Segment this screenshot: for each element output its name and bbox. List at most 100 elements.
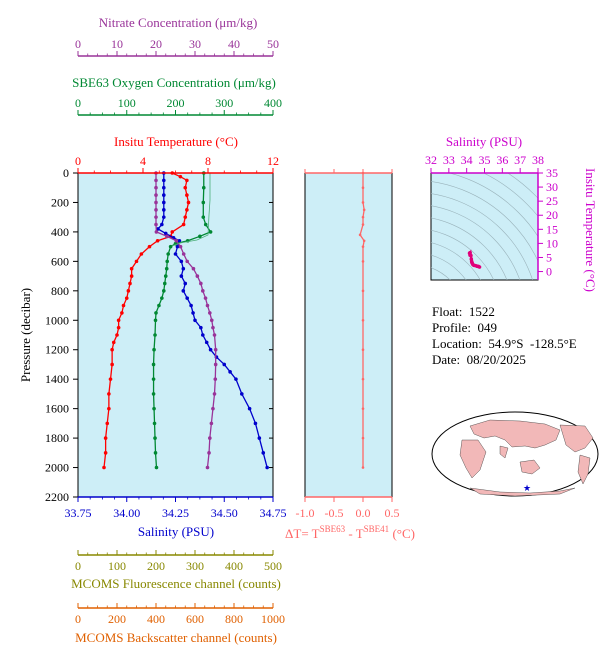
nitrate-point — [205, 303, 210, 308]
pressure-tick-label: 2000 — [45, 461, 69, 475]
land-australia — [519, 459, 541, 475]
delta-t-tick-label: -1.0 — [296, 506, 315, 520]
ts-salinity-tick-label: 33 — [443, 153, 455, 167]
ts-salinity-tick-label: 37 — [514, 153, 526, 167]
salinity-point — [222, 362, 227, 367]
nitrate-point — [195, 274, 200, 278]
date-label: Date: 08/20/2025 — [432, 352, 526, 367]
oxygen-point — [153, 318, 158, 323]
nitrate-point — [201, 289, 205, 293]
fluorescence-tick-label: 100 — [108, 559, 126, 573]
oxygen-secondary-line — [171, 173, 211, 247]
oxygen-point — [201, 215, 206, 219]
delta-t-tick-label: 0.0 — [356, 506, 371, 520]
salinity-point — [160, 222, 164, 227]
delta-t-plot-area — [304, 172, 393, 498]
temperature-point — [105, 421, 110, 426]
salinity-point — [240, 392, 244, 396]
ts-plot-area — [430, 172, 539, 281]
pressure-tick-label: 1800 — [45, 431, 69, 445]
delta-t-point — [361, 348, 365, 352]
oxygen-point — [152, 406, 156, 411]
salinity-point — [163, 231, 168, 236]
delta-t-point — [361, 318, 365, 322]
profile-label: Profile: 049 — [432, 320, 497, 335]
temperature-point — [107, 406, 111, 411]
oxygen-point — [153, 436, 157, 440]
temperature-point — [103, 451, 108, 455]
nitrate-point — [208, 436, 212, 440]
pressure-tick-label: 400 — [51, 225, 69, 239]
temperature-point — [129, 266, 134, 271]
temperature-point — [120, 311, 124, 315]
backscatter-tick-label: 400 — [147, 612, 165, 626]
temperature-point — [170, 230, 175, 234]
oxygen-tick-label: 300 — [215, 96, 233, 110]
nitrate-point — [203, 296, 208, 300]
salinity-point — [183, 281, 188, 286]
temperature-tick-label: 8 — [205, 154, 211, 168]
nitrate-point — [209, 318, 214, 323]
temperature-point — [129, 274, 134, 278]
temperature-point — [178, 174, 183, 179]
delta-t-panel: -1.0 -0.5 0.0 0.5 ΔT= TSBE63 - TSBE41 (°C) — [285, 169, 415, 541]
temperature-point — [155, 238, 160, 243]
salinity-point — [181, 266, 186, 271]
nitrate-point — [154, 208, 158, 212]
delta-t-point — [361, 260, 365, 263]
float-location-star: ★ — [523, 483, 531, 493]
nitrate-point — [213, 377, 218, 381]
salinity-point — [162, 200, 166, 205]
fluorescence-tick-label: 200 — [147, 559, 165, 573]
nitrate-point — [154, 178, 158, 183]
salinity-point — [162, 178, 166, 183]
delta-t-point — [358, 233, 362, 237]
oxygen-point — [164, 266, 169, 271]
temperature-point — [134, 259, 139, 264]
oxygen-axis-label: SBE63 Oxygen Concentration (μm/kg) — [72, 75, 276, 90]
nitrate-axis-label: Nitrate Concentration (μm/kg) — [99, 15, 258, 30]
salinity-point — [173, 252, 178, 256]
salinity-axis: 33.75 34.00 34.25 34.50 34.75 — [65, 496, 287, 520]
nitrate-tick-label: 10 — [111, 37, 123, 51]
backscatter-axis: 0 200 400 600 800 1000 — [75, 603, 285, 626]
salinity-point — [156, 227, 160, 231]
oxygen-point — [160, 296, 164, 300]
delta-t-point — [361, 377, 365, 381]
temperature-point — [111, 340, 116, 345]
delta-t-axis: -1.0 -0.5 0.0 0.5 — [296, 169, 400, 520]
nitrate-point — [205, 465, 210, 470]
oxygen-tick-label: 400 — [264, 96, 282, 110]
nitrate-tick-label: 50 — [267, 37, 279, 51]
nitrate-point — [178, 244, 183, 249]
pressure-tick-label: 1200 — [45, 343, 69, 357]
land-north-america — [559, 424, 594, 453]
delta-t-point — [361, 186, 365, 190]
temperature-point — [115, 333, 119, 337]
nitrate-point — [174, 238, 179, 243]
ts-salinity-tick-label: 36 — [496, 153, 508, 167]
delta-t-point — [361, 466, 365, 469]
temperature-axis-label: Insitu Temperature (°C) — [114, 134, 238, 149]
delta-t-label-sup1: SBE63 — [320, 524, 346, 534]
oxygen-point — [152, 421, 157, 426]
ts-temperature-tick-label: 5 — [546, 250, 552, 264]
salinity-point — [261, 451, 266, 455]
oxygen-point — [151, 362, 156, 367]
oxygen-tick-label: 200 — [167, 96, 185, 110]
pressure-axis: 0 200 400 600 800 1000 1200 1400 1600 1800 2000 220… — [45, 166, 273, 504]
temperature-point — [110, 347, 114, 352]
oxygen-axis: 0 100 200 300 400 — [75, 96, 282, 116]
delta-t-tick-label: -0.5 — [325, 506, 344, 520]
delta-t-axis-label: ΔT= TSBE63 - TSBE41 (°C) — [285, 524, 415, 541]
temperature-point — [186, 200, 191, 205]
salinity-point — [191, 311, 195, 315]
ts-series-group — [467, 249, 482, 269]
delta-t-point — [361, 289, 365, 293]
nitrate-point — [154, 185, 158, 190]
land-antarctica — [469, 487, 576, 497]
delta-t-label-suffix: (°C) — [389, 526, 415, 541]
delta-t-label-mid: - T — [345, 526, 364, 541]
